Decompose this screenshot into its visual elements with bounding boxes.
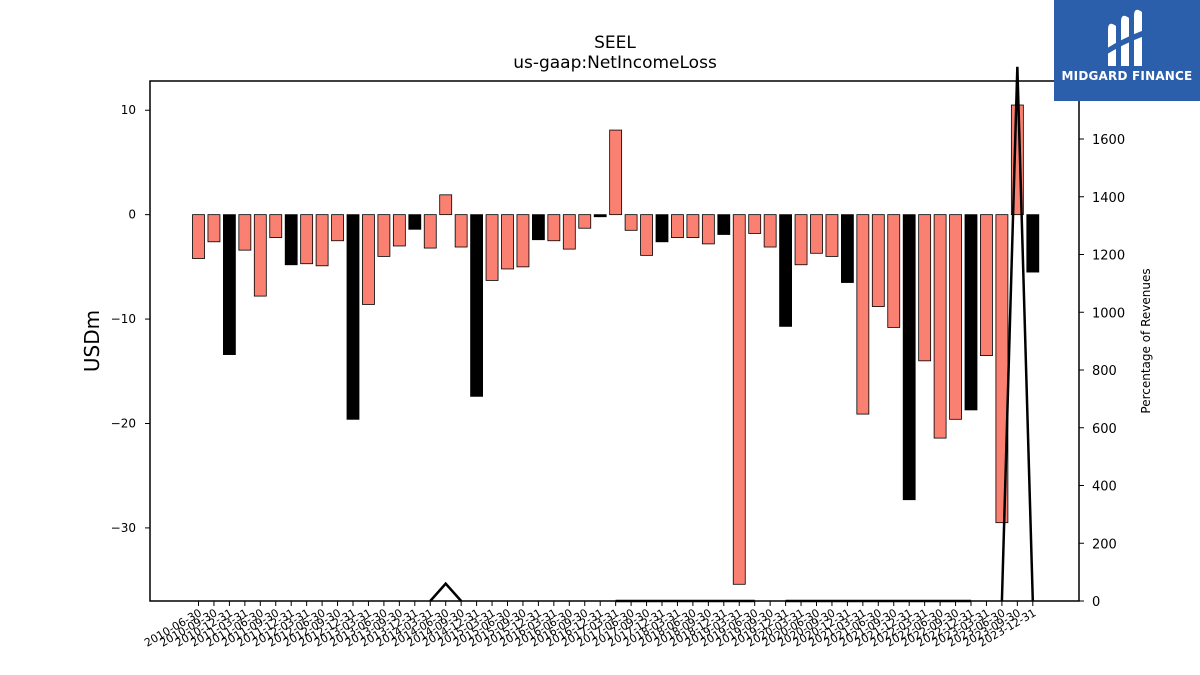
bar-2018-03-31 xyxy=(671,214,684,239)
bar-2015-03-31 xyxy=(485,214,499,281)
y-tick-label: −20 xyxy=(111,416,136,430)
logo-text: MIDGARD FINANCE xyxy=(1061,69,1193,83)
bars-group xyxy=(192,104,1040,585)
bar-2019-03-31 xyxy=(732,214,746,585)
bar-2018-06-30 xyxy=(686,214,700,239)
bar-2011-09-30 xyxy=(269,214,283,239)
bar-2013-12-31 xyxy=(408,214,422,230)
bar-2022-03-31 xyxy=(918,214,932,362)
bar-2017-06-30 xyxy=(624,214,638,231)
bar-2012-03-31 xyxy=(300,214,314,265)
y2-tick-label: 200 xyxy=(1092,537,1117,552)
bar-2013-03-31 xyxy=(362,214,375,305)
pct-line-segment-0 xyxy=(429,581,463,602)
bar-2023-12-31 xyxy=(1026,214,1040,273)
bar-2011-03-31 xyxy=(238,214,252,251)
y2-tick-label: 1400 xyxy=(1092,191,1125,206)
y2-tick-label: 1200 xyxy=(1092,249,1125,264)
bar-2021-06-30 xyxy=(871,214,885,307)
chart-title: SEEL xyxy=(594,33,636,53)
bar-2010-09-30 xyxy=(207,214,221,243)
bar-2016-06-30 xyxy=(562,214,576,250)
bar-2015-12-31 xyxy=(532,214,545,241)
bar-2018-09-30 xyxy=(701,214,715,245)
bar-2010-06-30 xyxy=(192,214,205,259)
bar-2021-12-31 xyxy=(902,214,916,501)
bar-2014-09-30 xyxy=(454,214,468,248)
bar-2016-09-30 xyxy=(578,214,592,229)
y-tick-label: −10 xyxy=(111,312,136,326)
y-axis: 10 0 −10 −20 −30 xyxy=(111,103,150,535)
bar-2022-12-31 xyxy=(964,214,978,411)
bar-2018-12-31 xyxy=(717,214,731,235)
midgard-finance-logo: MIDGARD FINANCE xyxy=(1054,0,1200,101)
y2-tick-label: 600 xyxy=(1092,422,1117,437)
bar-2020-06-30 xyxy=(810,214,823,254)
bar-2014-06-30 xyxy=(439,194,453,216)
logo-mark-icon xyxy=(1104,9,1150,66)
y-tick-label: 0 xyxy=(128,208,136,222)
bar-2017-09-30 xyxy=(640,214,653,256)
bar-2016-03-31 xyxy=(547,214,561,242)
y-axis-label: USDm xyxy=(80,310,104,372)
bar-2022-06-30 xyxy=(933,214,947,439)
y2-tick-label: 1000 xyxy=(1092,306,1125,321)
y-tick-label: −30 xyxy=(111,521,136,535)
bar-2015-06-30 xyxy=(501,214,514,270)
bar-2015-09-30 xyxy=(516,214,530,268)
bar-2014-12-31 xyxy=(470,214,484,397)
bar-2013-06-30 xyxy=(377,214,391,257)
bar-2021-03-31 xyxy=(856,214,870,415)
bar-2012-09-30 xyxy=(331,214,344,242)
chart-subtitle: us-gaap:NetIncomeLoss xyxy=(513,53,717,73)
bar-2021-09-30 xyxy=(887,214,901,328)
pct-line-segment-3 xyxy=(1000,66,1035,602)
bar-2020-09-30 xyxy=(825,214,839,257)
y2-tick-label: 400 xyxy=(1092,480,1117,495)
y2-tick-label: 800 xyxy=(1092,364,1117,379)
bar-2012-12-31 xyxy=(346,214,360,420)
bar-2023-03-31 xyxy=(980,214,993,357)
bar-2019-06-30 xyxy=(748,214,762,234)
bar-2022-09-30 xyxy=(949,214,962,420)
bar-2017-12-31 xyxy=(655,214,669,243)
bar-2010-12-31 xyxy=(222,214,236,355)
bar-2019-09-30 xyxy=(763,214,777,248)
plot-frame xyxy=(149,80,1080,602)
bar-2019-12-31 xyxy=(779,214,792,327)
bar-2014-03-31 xyxy=(423,214,437,249)
bar-2011-06-30 xyxy=(253,214,267,297)
bar-2016-12-31 xyxy=(593,214,607,218)
y2-tick-label: 0 xyxy=(1092,595,1100,610)
y2-axis-label: Percentage of Revenues xyxy=(1139,268,1153,413)
y2-axis: 0 200 400 600 800 1000 1200 1400 1600 xyxy=(1079,133,1125,610)
y-tick-label: 10 xyxy=(121,103,136,117)
bar-2017-03-31 xyxy=(609,129,623,216)
x-axis: 2010-06-302010-09-302010-12-312011-03-31… xyxy=(142,601,1038,650)
bar-2020-03-31 xyxy=(794,214,808,266)
y2-tick-label: 1600 xyxy=(1092,133,1125,148)
bar-2013-09-30 xyxy=(392,214,406,247)
bar-2012-06-30 xyxy=(315,214,329,267)
bar-2020-12-31 xyxy=(841,214,854,283)
bar-2011-12-31 xyxy=(284,214,298,266)
